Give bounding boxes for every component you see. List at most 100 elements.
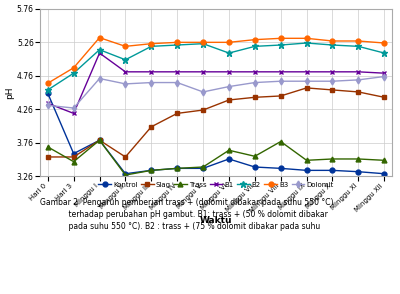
- Slag: [71, 155, 76, 159]
- Slag: [149, 125, 154, 128]
- Trass: [45, 145, 50, 149]
- B3: [201, 41, 206, 44]
- Slag: [97, 138, 102, 142]
- Trass: [382, 158, 387, 162]
- Slag: [123, 155, 128, 159]
- Kontrol: [356, 170, 361, 173]
- Trass: [252, 155, 257, 158]
- Slag: [304, 86, 309, 90]
- Dolomit: [304, 79, 309, 83]
- Kontrol: [201, 167, 206, 170]
- Line: Slag: Slag: [45, 86, 387, 159]
- B3: [175, 41, 180, 44]
- Kontrol: [382, 172, 387, 176]
- Kontrol: [278, 167, 283, 170]
- Trass: [226, 148, 231, 152]
- B1: [201, 70, 206, 74]
- Dolomit: [252, 81, 257, 84]
- B1: [252, 70, 257, 74]
- Dolomit: [226, 85, 231, 88]
- B2: [330, 43, 335, 47]
- B1: [382, 71, 387, 75]
- B2: [356, 45, 361, 48]
- Slag: [175, 112, 180, 115]
- B3: [304, 36, 309, 40]
- Trass: [356, 157, 361, 161]
- B1: [149, 70, 154, 74]
- Kontrol: [71, 152, 76, 155]
- B1: [304, 70, 309, 74]
- Dolomit: [201, 90, 206, 94]
- Dolomit: [97, 77, 102, 80]
- Trass: [330, 157, 335, 161]
- Legend: Kontrol, Slag, Trass, B1, B2, B3, Dolomit: Kontrol, Slag, Trass, B1, B2, B3, Dolomi…: [97, 180, 335, 189]
- B1: [45, 101, 50, 105]
- B1: [330, 70, 335, 74]
- Slag: [252, 96, 257, 99]
- Trass: [71, 160, 76, 163]
- Slag: [226, 98, 231, 102]
- Dolomit: [71, 106, 76, 110]
- B2: [71, 71, 76, 75]
- Slag: [330, 88, 335, 92]
- B3: [356, 39, 361, 43]
- Trass: [97, 138, 102, 142]
- Slag: [382, 96, 387, 99]
- B1: [356, 70, 361, 74]
- Text: Gambar 2  Pengaruh pemberian trass + (dolomit dibakar pada suhu 550 °C)
        : Gambar 2 Pengaruh pemberian trass + (dol…: [40, 198, 334, 230]
- B1: [175, 70, 180, 74]
- B3: [330, 39, 335, 43]
- Dolomit: [278, 79, 283, 83]
- B2: [278, 43, 283, 47]
- Dolomit: [123, 82, 128, 86]
- B2: [304, 41, 309, 45]
- Trass: [175, 167, 180, 170]
- B3: [278, 36, 283, 40]
- Dolomit: [149, 81, 154, 84]
- Kontrol: [175, 167, 180, 170]
- Dolomit: [382, 75, 387, 78]
- Slag: [356, 90, 361, 94]
- Slag: [278, 94, 283, 98]
- B3: [382, 41, 387, 45]
- B1: [226, 70, 231, 74]
- Dolomit: [45, 103, 50, 107]
- Trass: [201, 165, 206, 169]
- Kontrol: [97, 138, 102, 142]
- B2: [149, 45, 154, 48]
- Line: Trass: Trass: [45, 138, 387, 178]
- Line: B3: B3: [45, 35, 387, 86]
- B1: [123, 70, 128, 74]
- Trass: [304, 158, 309, 162]
- B2: [252, 45, 257, 48]
- B3: [226, 41, 231, 44]
- B2: [226, 51, 231, 55]
- Line: B1: B1: [45, 51, 387, 116]
- B2: [123, 58, 128, 61]
- Kontrol: [149, 168, 154, 172]
- Kontrol: [123, 172, 128, 176]
- Line: Dolomit: Dolomit: [45, 74, 387, 111]
- X-axis label: Waktu: Waktu: [200, 216, 232, 225]
- Dolomit: [330, 79, 335, 83]
- B3: [123, 45, 128, 48]
- Dolomit: [175, 81, 180, 84]
- B2: [201, 42, 206, 46]
- Dolomit: [356, 78, 361, 82]
- B3: [71, 66, 76, 70]
- Trass: [149, 168, 154, 172]
- Line: B2: B2: [44, 39, 388, 93]
- Y-axis label: pH: pH: [5, 86, 14, 99]
- B3: [97, 36, 102, 39]
- B2: [175, 43, 180, 47]
- Kontrol: [252, 165, 257, 169]
- Kontrol: [226, 157, 231, 161]
- B3: [149, 42, 154, 46]
- Line: Kontrol: Kontrol: [45, 91, 387, 176]
- Trass: [278, 140, 283, 143]
- B1: [278, 70, 283, 74]
- B1: [97, 51, 102, 55]
- Trass: [123, 173, 128, 177]
- B2: [45, 88, 50, 92]
- B2: [382, 51, 387, 55]
